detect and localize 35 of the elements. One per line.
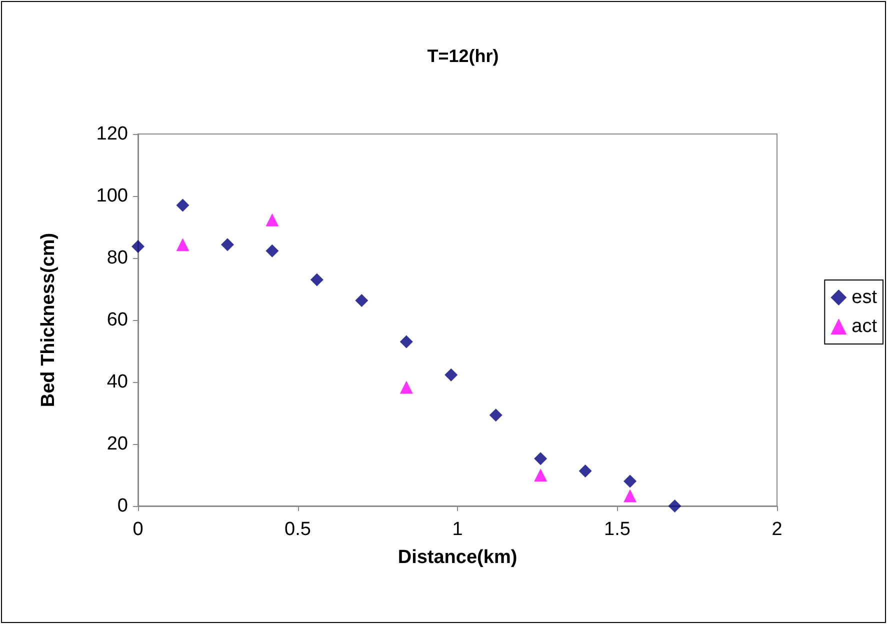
y-tick-label: 120 xyxy=(96,124,128,144)
point xyxy=(266,213,279,226)
point xyxy=(310,273,324,286)
x-tick-label: 1.5 xyxy=(604,519,630,540)
legend-label: act xyxy=(852,316,878,337)
point xyxy=(624,474,637,488)
point xyxy=(444,368,458,382)
point xyxy=(176,198,190,212)
point xyxy=(176,238,190,252)
point xyxy=(266,244,279,258)
x-tick-label: 2 xyxy=(772,519,782,540)
point xyxy=(534,452,548,466)
point xyxy=(534,468,548,482)
point xyxy=(489,408,502,422)
point xyxy=(400,335,413,348)
y-tick-label: 0 xyxy=(117,496,128,516)
y-axis-title: Bed Thickness(cm) xyxy=(38,232,59,408)
y-tick-label: 100 xyxy=(96,186,128,206)
point xyxy=(355,294,368,307)
y-tick-label: 40 xyxy=(106,372,128,392)
chart-title: T=12(hr) xyxy=(427,46,499,66)
x-tick-label: 1 xyxy=(452,519,463,540)
legend-label: est xyxy=(852,287,878,308)
y-tick-label: 20 xyxy=(106,434,128,454)
y-tick-label: 60 xyxy=(106,310,128,330)
point xyxy=(668,500,682,512)
y-tick-label: 80 xyxy=(106,248,128,268)
x-tick-label: 0.5 xyxy=(284,519,311,540)
point xyxy=(578,464,592,478)
x-tick-label: 0 xyxy=(132,519,144,540)
x-axis-title: Distance(km) xyxy=(398,547,518,568)
point xyxy=(220,238,234,252)
point xyxy=(400,380,413,394)
point xyxy=(132,240,144,254)
point xyxy=(624,489,637,502)
